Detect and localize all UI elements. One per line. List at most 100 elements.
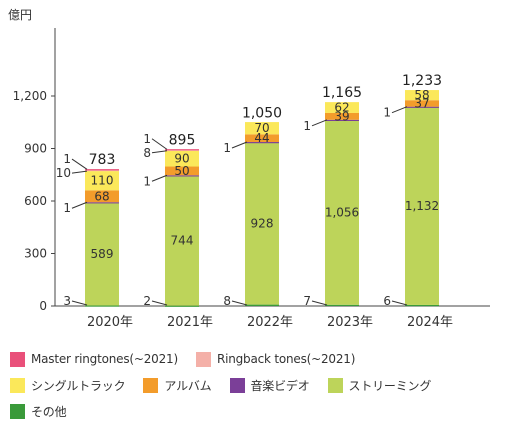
data-label-single-track: 110	[91, 174, 114, 188]
data-label-other: 6	[383, 294, 391, 308]
leader-line	[71, 170, 88, 174]
data-label-music-video: 1	[303, 119, 311, 133]
leader-line	[151, 174, 168, 182]
bar-segment	[405, 90, 439, 101]
leader-line	[311, 119, 328, 127]
x-tick-label: 2023年	[327, 315, 373, 330]
total-label: 1,233	[402, 73, 442, 89]
data-label-ringback: 10	[56, 166, 71, 180]
data-label-music-video: 1	[223, 141, 231, 155]
data-label-ringback: 8	[143, 146, 151, 160]
legend-label: シングルトラック	[31, 378, 126, 393]
bar-segment	[85, 190, 119, 203]
data-label-album: 68	[94, 189, 109, 203]
bar-segment	[325, 112, 359, 120]
x-tick-label: 2020年	[87, 315, 133, 330]
bar-segment	[325, 119, 359, 305]
y-tick-label: 900	[24, 142, 47, 156]
data-label-streaming: 744	[171, 234, 194, 248]
bar-segment	[165, 149, 199, 151]
legend-swatch	[195, 351, 211, 367]
bar-segment	[85, 202, 119, 306]
stacked-bar-chart: 03006009001,2002020年58968110783311012021…	[13, 28, 490, 330]
bar-segment	[245, 134, 279, 143]
legend-row-3: その他	[10, 398, 510, 424]
bar-segment	[405, 100, 439, 107]
data-label-streaming: 589	[91, 247, 114, 261]
legend-swatch	[229, 377, 245, 393]
leader-line	[151, 300, 168, 306]
legend-swatch	[10, 403, 25, 419]
data-label-music-video: 1	[143, 174, 151, 188]
data-label-single-track: 58	[414, 88, 429, 102]
x-tick-label: 2022年	[247, 315, 293, 330]
total-label: 895	[169, 132, 196, 148]
bar-segment	[85, 202, 119, 204]
legend-item-music-video: 音楽ビデオ	[229, 377, 310, 394]
bar-segment	[85, 171, 119, 191]
data-label-album: 50	[174, 164, 189, 178]
legend-item-other: その他	[10, 403, 67, 420]
legend-swatch	[143, 377, 159, 393]
data-label-other: 3	[63, 294, 71, 308]
total-label: 1,165	[322, 85, 362, 101]
legend-row-1: Master ringtones(~2021) Ringback tones(~…	[10, 346, 510, 372]
bar-segment	[165, 150, 199, 167]
x-tick-label: 2024年	[407, 315, 453, 330]
bar-segment	[85, 169, 119, 171]
legend-label: アルバム	[164, 378, 212, 393]
legend-item-album: アルバム	[143, 377, 212, 394]
leader-line	[231, 300, 248, 306]
data-label-album: 39	[334, 109, 349, 123]
legend-swatch	[327, 377, 343, 393]
data-label-single-track: 70	[254, 121, 269, 135]
leader-line	[391, 106, 408, 114]
legend: Master ringtones(~2021) Ringback tones(~…	[10, 346, 510, 424]
data-label-other: 2	[143, 294, 151, 308]
legend-item-master-ringtones: Master ringtones(~2021)	[10, 351, 178, 367]
bar-segment	[85, 305, 119, 307]
legend-row-2: シングルトラック アルバム 音楽ビデオ ストリーミング	[10, 372, 510, 398]
data-label-streaming: 1,056	[325, 205, 359, 219]
bar-segment	[405, 106, 439, 305]
bar-segment	[165, 175, 199, 177]
data-label-single-track: 90	[174, 152, 189, 166]
legend-swatch	[10, 351, 25, 367]
y-tick-label: 300	[24, 247, 47, 261]
bar-segment	[165, 175, 199, 306]
bar-segment	[245, 122, 279, 135]
leader-line	[151, 138, 168, 150]
data-label-other: 8	[223, 294, 231, 308]
data-label-music-video: 1	[63, 201, 71, 215]
legend-label: その他	[31, 404, 67, 419]
y-tick-label: 0	[39, 299, 47, 313]
legend-item-streaming: ストリーミング	[327, 377, 432, 394]
unit-label: 億円	[8, 8, 33, 22]
bar-segment	[245, 142, 279, 144]
data-label-master: 1	[143, 132, 151, 146]
bar-segment	[325, 304, 359, 306]
data-label-album: 44	[254, 131, 269, 145]
leader-line	[151, 150, 168, 154]
legend-label: Ringback tones(~2021)	[216, 352, 356, 366]
y-tick-label: 600	[24, 194, 47, 208]
bar-segment	[245, 142, 279, 305]
data-label-streaming: 1,132	[405, 199, 439, 213]
leader-line	[231, 141, 248, 149]
bar-segment	[325, 102, 359, 113]
legend-item-single-track: シングルトラック	[10, 377, 126, 394]
bar-segment	[165, 305, 199, 307]
leader-line	[71, 300, 88, 306]
leader-line	[71, 201, 88, 209]
legend-item-ringback-tones: Ringback tones(~2021)	[195, 351, 356, 367]
legend-swatch	[10, 377, 25, 393]
data-label-streaming: 928	[251, 216, 274, 230]
total-label: 783	[89, 152, 116, 168]
legend-label: ストリーミング	[348, 378, 432, 393]
bar-segment	[405, 304, 439, 307]
legend-label: 音楽ビデオ	[250, 378, 310, 393]
data-label-music-video: 1	[383, 106, 391, 120]
data-label-album: 37	[414, 96, 429, 110]
bar-segment	[165, 166, 199, 176]
leader-line	[311, 300, 328, 306]
